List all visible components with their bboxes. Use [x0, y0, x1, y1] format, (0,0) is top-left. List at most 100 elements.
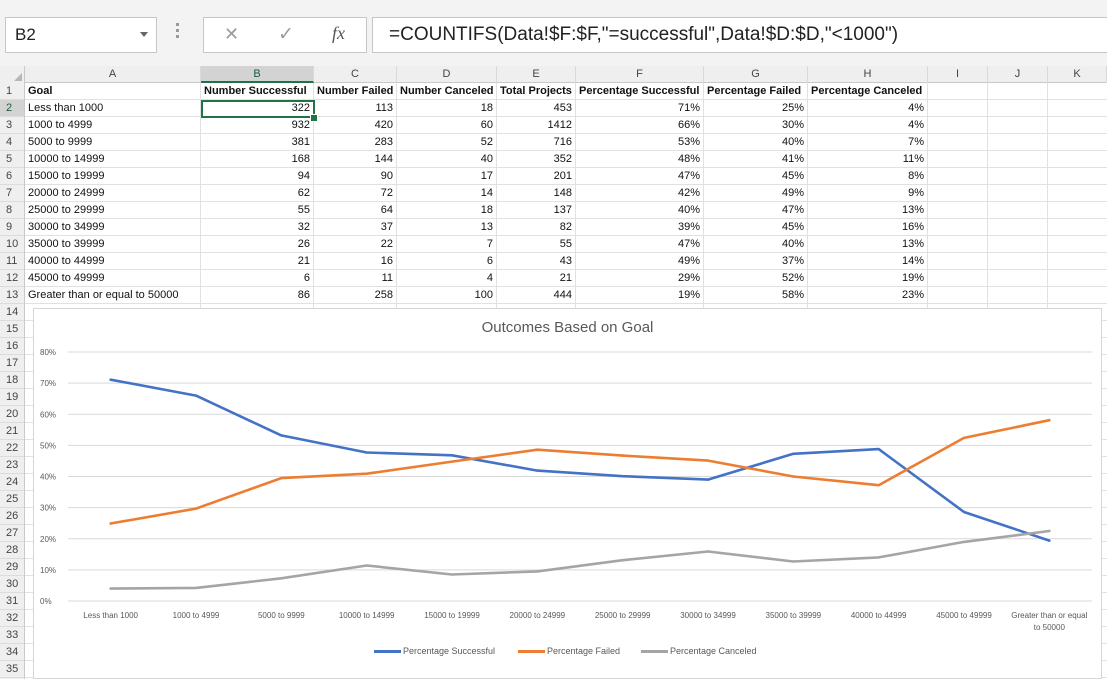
table-cell[interactable]: 16 — [380, 255, 393, 267]
table-cell[interactable]: 7 — [486, 238, 493, 250]
row-header[interactable]: 29 — [0, 559, 24, 576]
row-header[interactable]: 7 — [0, 185, 24, 202]
table-cell[interactable]: 40% — [677, 204, 700, 216]
drag-handle-icon[interactable] — [176, 23, 180, 45]
column-header[interactable]: C — [314, 66, 397, 83]
table-cell[interactable]: 6 — [486, 255, 493, 267]
table-cell[interactable]: 283 — [374, 136, 393, 148]
column-header[interactable]: A — [25, 66, 201, 83]
table-cell[interactable]: 4% — [908, 119, 924, 131]
row-header[interactable]: 2 — [0, 100, 24, 117]
table-cell[interactable]: 10000 to 14999 — [28, 153, 105, 165]
header-cell[interactable]: Percentage Failed — [707, 85, 802, 97]
table-cell[interactable]: 16% — [901, 221, 924, 233]
table-cell[interactable]: 62 — [297, 187, 310, 199]
table-cell[interactable]: 26 — [297, 238, 310, 250]
table-cell[interactable]: 52 — [480, 136, 493, 148]
table-cell[interactable]: 19% — [901, 272, 924, 284]
select-all-button[interactable] — [0, 66, 25, 83]
table-cell[interactable]: 35000 to 39999 — [28, 238, 105, 250]
table-cell[interactable]: 58% — [781, 289, 804, 301]
column-header[interactable]: D — [397, 66, 497, 83]
formula-input[interactable]: =COUNTIFS(Data!$F:$F,"=successful",Data!… — [372, 17, 1107, 53]
header-cell[interactable]: Total Projects — [500, 85, 572, 97]
table-cell[interactable]: 30% — [781, 119, 804, 131]
table-cell[interactable]: 21 — [559, 272, 572, 284]
column-header[interactable]: K — [1048, 66, 1107, 83]
table-cell[interactable]: 18 — [480, 204, 493, 216]
row-header[interactable]: 21 — [0, 423, 24, 440]
table-cell[interactable]: 86 — [297, 289, 310, 301]
row-header[interactable]: 25 — [0, 491, 24, 508]
header-cell[interactable]: Number Canceled — [400, 85, 494, 97]
row-header[interactable]: 24 — [0, 474, 24, 491]
table-cell[interactable]: 43 — [559, 255, 572, 267]
table-cell[interactable]: 66% — [677, 119, 700, 131]
table-cell[interactable]: 71% — [677, 102, 700, 114]
row-header[interactable]: 16 — [0, 338, 24, 355]
table-cell[interactable]: 113 — [375, 102, 393, 114]
table-cell[interactable]: 932 — [291, 119, 310, 131]
table-cell[interactable]: 60 — [480, 119, 493, 131]
table-cell[interactable]: 137 — [553, 204, 572, 216]
table-cell[interactable]: 322 — [291, 102, 310, 114]
row-header[interactable]: 6 — [0, 168, 24, 185]
row-header[interactable]: 11 — [0, 253, 24, 270]
row-header[interactable]: 17 — [0, 355, 24, 372]
table-cell[interactable]: 420 — [374, 119, 393, 131]
row-header[interactable]: 13 — [0, 287, 24, 304]
check-icon[interactable]: ✓ — [278, 24, 294, 45]
outcomes-chart[interactable]: Outcomes Based on Goal 0% 10% 20% 30% 40% 50%… — [33, 308, 1102, 679]
table-cell[interactable]: 72 — [380, 187, 393, 199]
column-header[interactable]: J — [988, 66, 1048, 83]
row-header[interactable]: 31 — [0, 593, 24, 610]
table-cell[interactable]: 258 — [374, 289, 393, 301]
table-cell[interactable]: 168 — [291, 153, 310, 165]
chevron-down-icon[interactable] — [140, 32, 148, 37]
table-cell[interactable]: 49% — [677, 255, 700, 267]
table-cell[interactable]: 5000 to 9999 — [28, 136, 93, 148]
row-header[interactable]: 32 — [0, 610, 24, 627]
table-cell[interactable]: 201 — [553, 170, 572, 182]
row-header[interactable]: 1 — [0, 83, 24, 100]
table-cell[interactable]: 40000 to 44999 — [28, 255, 105, 267]
row-header[interactable]: 12 — [0, 270, 24, 287]
table-cell[interactable]: 25000 to 29999 — [28, 204, 105, 216]
table-cell[interactable]: 39% — [677, 221, 700, 233]
table-cell[interactable]: 40% — [781, 238, 804, 250]
fill-handle[interactable] — [310, 114, 318, 122]
row-header[interactable]: 3 — [0, 117, 24, 134]
table-cell[interactable]: 9% — [908, 187, 924, 199]
table-cell[interactable]: 25% — [781, 102, 804, 114]
table-cell[interactable]: 14 — [480, 187, 493, 199]
legend-item-successful[interactable]: Percentage Successful — [374, 646, 495, 656]
row-header[interactable]: 30 — [0, 576, 24, 593]
table-cell[interactable]: 13% — [901, 238, 924, 250]
row-header[interactable]: 23 — [0, 457, 24, 474]
table-cell[interactable]: 37% — [781, 255, 804, 267]
table-cell[interactable]: 453 — [553, 102, 572, 114]
header-cell[interactable]: Number Successful — [204, 85, 307, 97]
table-cell[interactable]: 7% — [908, 136, 924, 148]
table-cell[interactable]: 49% — [781, 187, 804, 199]
table-cell[interactable]: 144 — [374, 153, 393, 165]
table-cell[interactable]: 11 — [381, 272, 393, 284]
row-header[interactable]: 10 — [0, 236, 24, 253]
table-cell[interactable]: 13 — [480, 221, 493, 233]
table-cell[interactable]: 30000 to 34999 — [28, 221, 105, 233]
table-cell[interactable]: 14% — [901, 255, 924, 267]
table-cell[interactable]: 1000 to 4999 — [28, 119, 93, 131]
table-cell[interactable]: 8% — [908, 170, 924, 182]
table-cell[interactable]: 45% — [781, 170, 804, 182]
table-cell[interactable]: 42% — [677, 187, 700, 199]
row-header[interactable]: 4 — [0, 134, 24, 151]
header-cell[interactable]: Percentage Canceled — [811, 85, 923, 97]
table-cell[interactable]: 22 — [380, 238, 393, 250]
table-cell[interactable]: 64 — [380, 204, 393, 216]
table-cell[interactable]: 1412 — [547, 119, 572, 131]
table-cell[interactable]: 40% — [781, 136, 804, 148]
table-cell[interactable]: 45000 to 49999 — [28, 272, 105, 284]
column-header[interactable]: H — [808, 66, 928, 83]
table-cell[interactable]: 52% — [781, 272, 804, 284]
table-cell[interactable]: 148 — [553, 187, 572, 199]
